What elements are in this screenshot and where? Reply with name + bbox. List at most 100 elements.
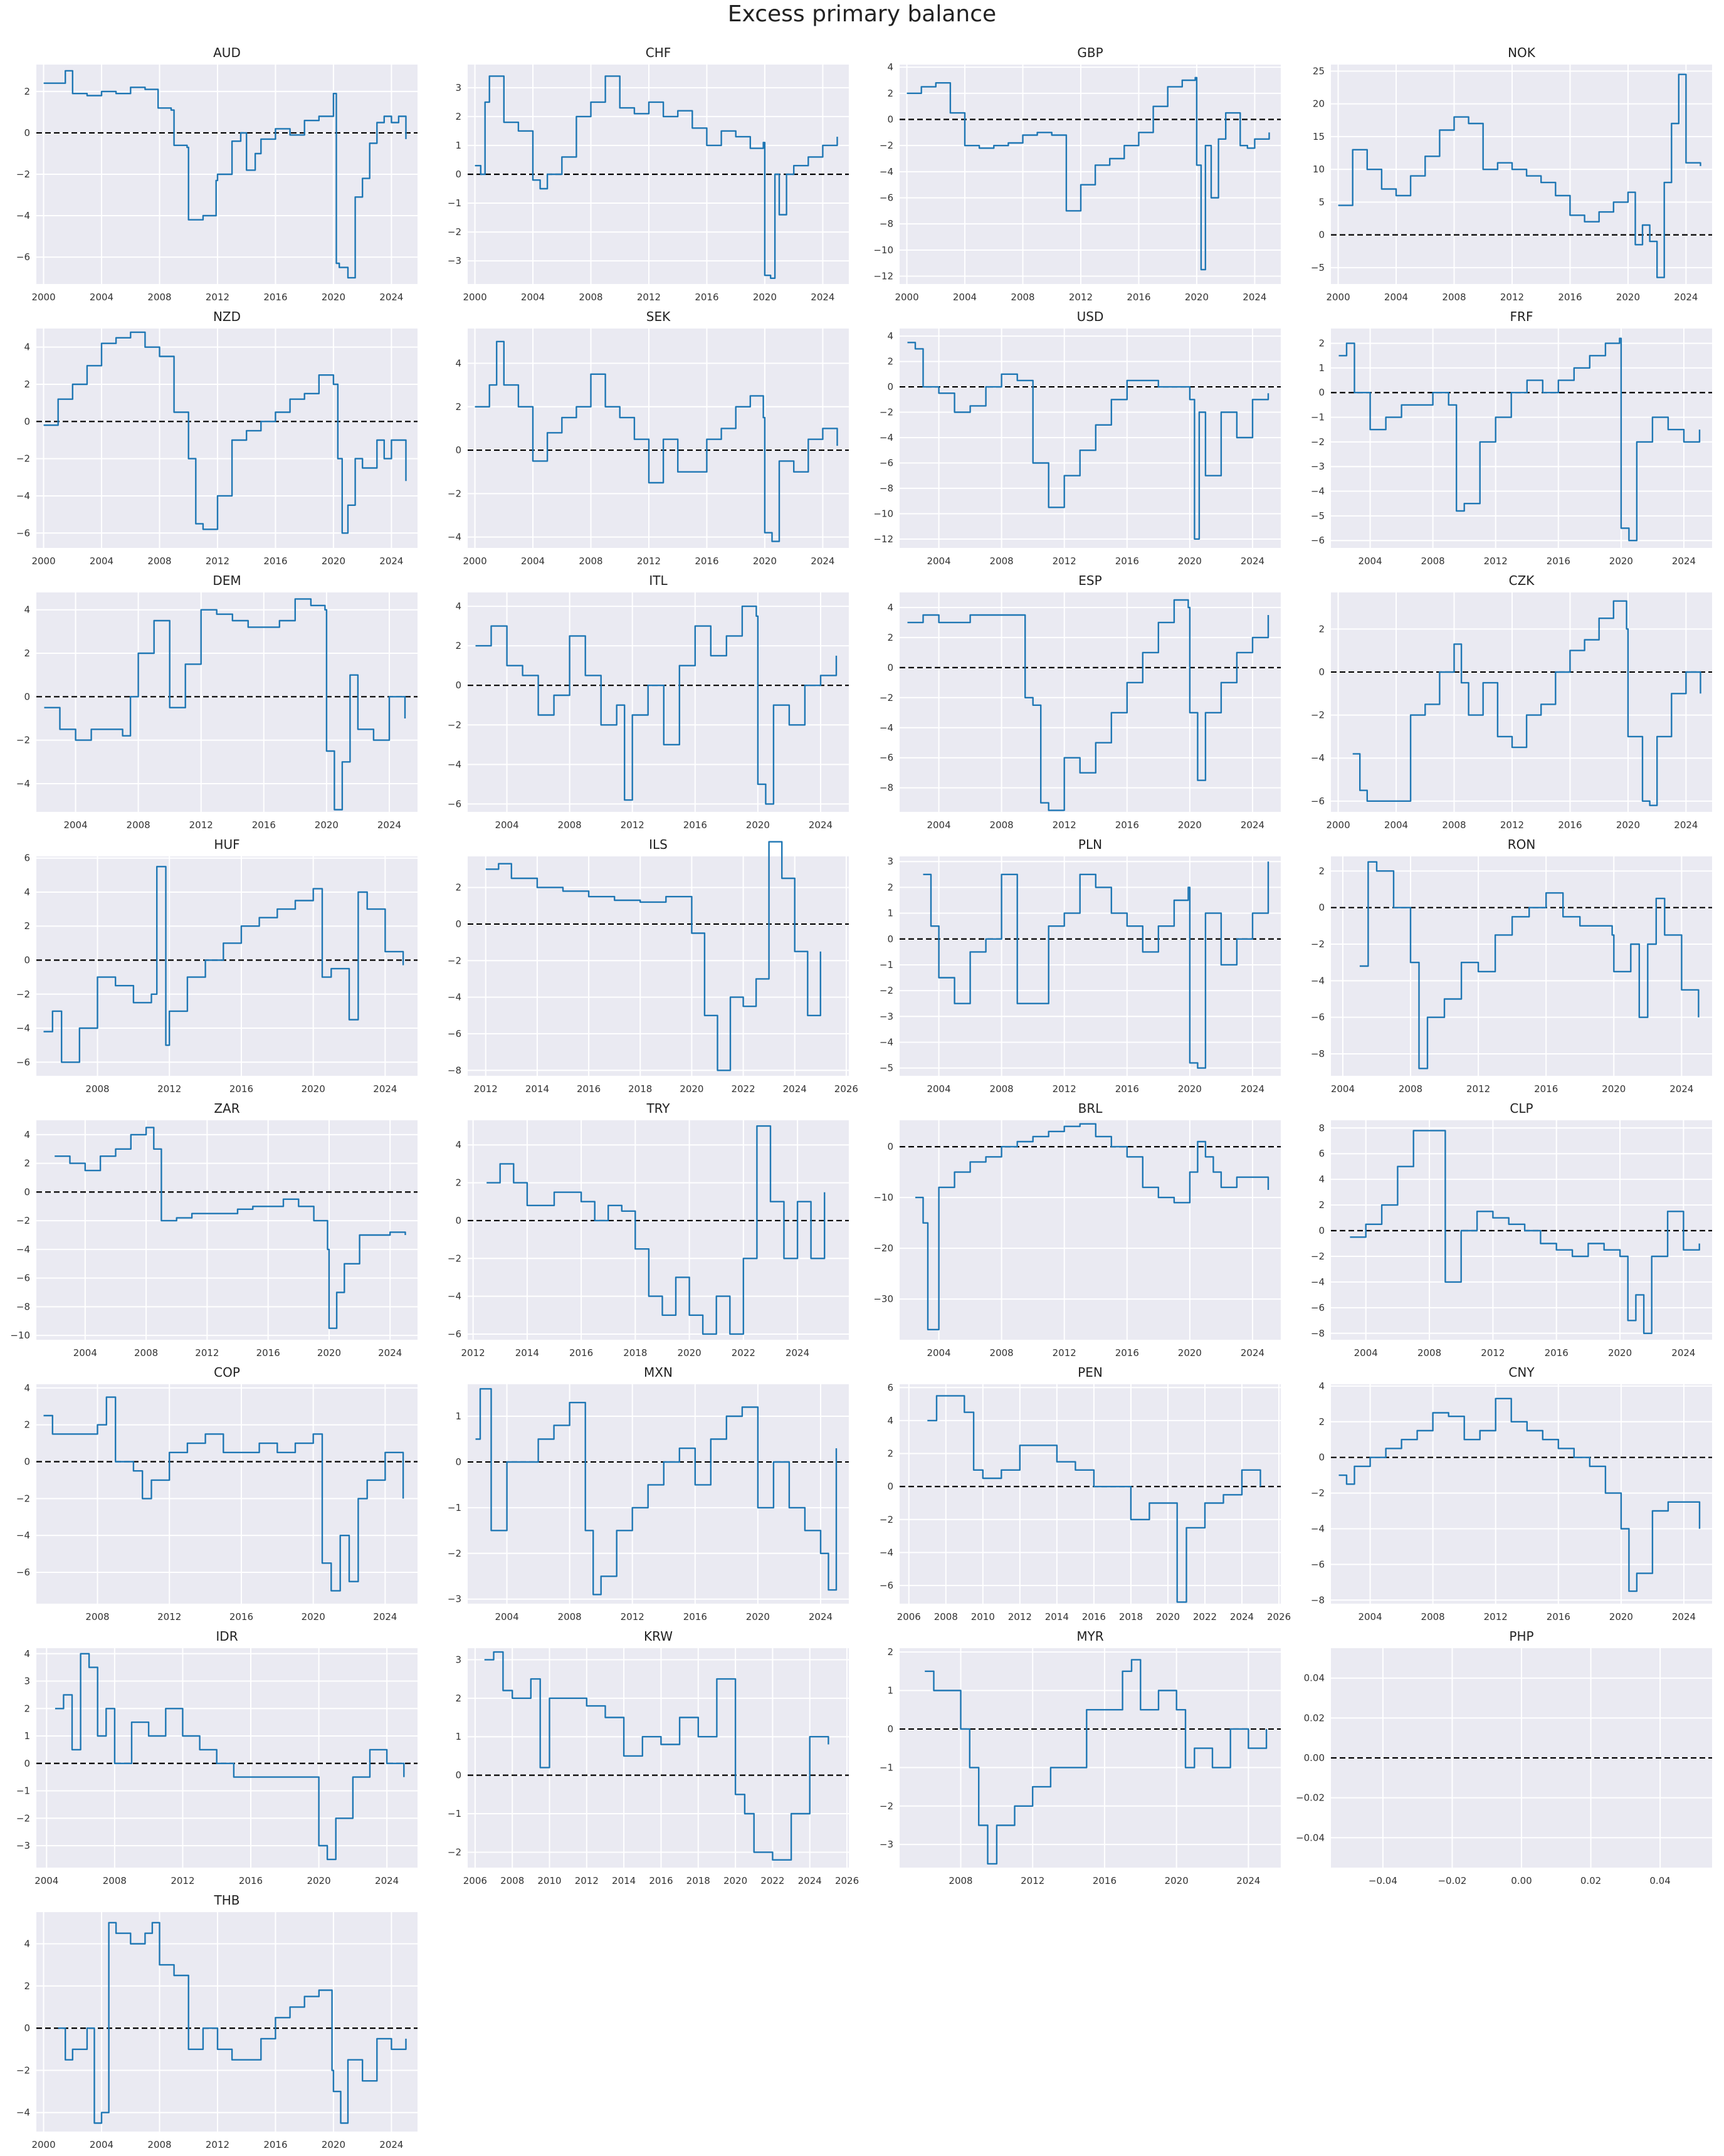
x-tick-label: 2024 xyxy=(809,1611,833,1622)
x-tick-label: 2016 xyxy=(1115,1083,1139,1095)
y-tick-label: −2 xyxy=(1311,436,1325,448)
x-tick-label: 2024 xyxy=(378,1347,402,1359)
y-tick-label: 0 xyxy=(455,1456,461,1468)
y-tick-label: −8 xyxy=(1311,1328,1325,1339)
x-tick-label: 2024 xyxy=(1674,292,1698,303)
x-tick-label: 2020 xyxy=(1185,292,1209,303)
series-line xyxy=(1338,337,1701,542)
x-tick-label: 2020 xyxy=(322,292,345,303)
y-tick-label: 0 xyxy=(887,1723,893,1735)
y-tick-label: −4 xyxy=(880,166,893,177)
x-tick-label: 2018 xyxy=(686,1875,710,1886)
chart-title: RON xyxy=(1508,837,1536,852)
y-tick-label: −4 xyxy=(1311,975,1325,986)
x-tick-label: 2016 xyxy=(695,555,718,567)
y-tick-label: 2 xyxy=(1318,865,1325,876)
x-tick-label: 2024 xyxy=(783,1083,807,1095)
x-tick-label: 2016 xyxy=(239,1875,263,1886)
y-tick-label: −2 xyxy=(880,407,893,418)
x-tick-label: 2010 xyxy=(971,1611,995,1622)
y-tick-label: 2 xyxy=(1318,1416,1325,1428)
y-tick-label: 2 xyxy=(887,356,893,367)
y-tick-label: −4 xyxy=(16,1244,30,1255)
y-tick-label: −4 xyxy=(16,490,30,502)
x-tick-label: 2004 xyxy=(927,819,950,831)
x-tick-label: 2020 xyxy=(302,1611,325,1622)
y-tick-label: −4 xyxy=(448,759,461,770)
y-tick-label: −8 xyxy=(448,1065,461,1076)
y-tick-label: −6 xyxy=(880,457,893,468)
x-tick-label: 2004 xyxy=(927,1347,950,1359)
x-tick-label: 2008 xyxy=(147,292,171,303)
chart-title: COP xyxy=(214,1365,240,1380)
x-tick-label: 2004 xyxy=(63,819,87,831)
plot-area xyxy=(36,1648,418,1868)
x-tick-label: 2000 xyxy=(895,292,918,303)
y-tick-label: 4 xyxy=(455,357,461,369)
y-tick-label: −2 xyxy=(448,1548,461,1559)
x-tick-label: 2024 xyxy=(1241,819,1264,831)
y-tick-label: −2 xyxy=(1311,1251,1325,1262)
y-tick-label: 4 xyxy=(1318,1174,1325,1185)
y-tick-label: −30 xyxy=(873,1293,893,1305)
x-tick-label: 2024 xyxy=(1241,1083,1264,1095)
y-tick-label: 0 xyxy=(1318,1452,1325,1463)
x-tick-label: 2008 xyxy=(558,1611,582,1622)
x-tick-label: 2024 xyxy=(1236,1875,1260,1886)
x-tick-label: −0.02 xyxy=(1438,1875,1466,1886)
x-tick-label: 2004 xyxy=(1384,292,1408,303)
series-line xyxy=(43,331,407,534)
x-tick-label: 2008 xyxy=(558,819,582,831)
chart-title: USD xyxy=(1077,309,1104,324)
x-tick-label: 2012 xyxy=(575,1875,599,1886)
series-line xyxy=(55,1653,405,1861)
x-tick-label: 2020 xyxy=(315,819,339,831)
x-tick-label: 2020 xyxy=(746,1611,770,1622)
x-tick-label: 2008 xyxy=(579,292,602,303)
y-tick-label: −1 xyxy=(880,959,893,970)
y-tick-label: 10 xyxy=(1313,164,1325,175)
x-tick-label: 2016 xyxy=(695,292,718,303)
y-tick-label: 4 xyxy=(455,1139,461,1150)
x-tick-label: 2024 xyxy=(373,1611,397,1622)
x-tick-label: 2012 xyxy=(1500,819,1524,831)
y-tick-label: −2 xyxy=(1311,939,1325,950)
y-tick-label: 1 xyxy=(24,1730,30,1742)
chart-title: THB xyxy=(214,1893,240,1908)
y-tick-label: −1 xyxy=(16,1785,30,1797)
plot-area xyxy=(1331,65,1712,284)
x-tick-label: 2008 xyxy=(147,2139,171,2150)
x-tick-label: 2008 xyxy=(1011,292,1034,303)
y-tick-label: 0 xyxy=(887,1141,893,1152)
x-tick-label: 2016 xyxy=(263,292,287,303)
y-tick-label: −5 xyxy=(880,1063,893,1074)
x-tick-label: 2016 xyxy=(683,819,707,831)
series-line xyxy=(55,1127,406,1329)
y-tick-label: 8 xyxy=(1318,1122,1325,1133)
y-tick-label: −0.02 xyxy=(1296,1792,1325,1804)
y-tick-label: 0 xyxy=(887,114,893,125)
x-tick-label: 2020 xyxy=(1616,292,1640,303)
series-line xyxy=(1359,861,1700,1070)
y-tick-label: 3 xyxy=(887,856,893,867)
x-tick-label: 2008 xyxy=(990,1347,1014,1359)
y-tick-label: −6 xyxy=(448,1328,461,1340)
y-tick-label: 4 xyxy=(24,1382,30,1394)
x-tick-label: 2012 xyxy=(157,1611,181,1622)
y-tick-label: 0 xyxy=(887,381,893,392)
y-tick-label: −5 xyxy=(1311,262,1325,273)
y-tick-label: 0 xyxy=(455,169,461,180)
x-tick-label: 2004 xyxy=(90,555,113,567)
chart-title: AUD xyxy=(213,45,241,60)
y-tick-label: 4 xyxy=(887,1415,893,1426)
series-line xyxy=(485,841,821,1071)
x-tick-label: 2012 xyxy=(206,292,229,303)
